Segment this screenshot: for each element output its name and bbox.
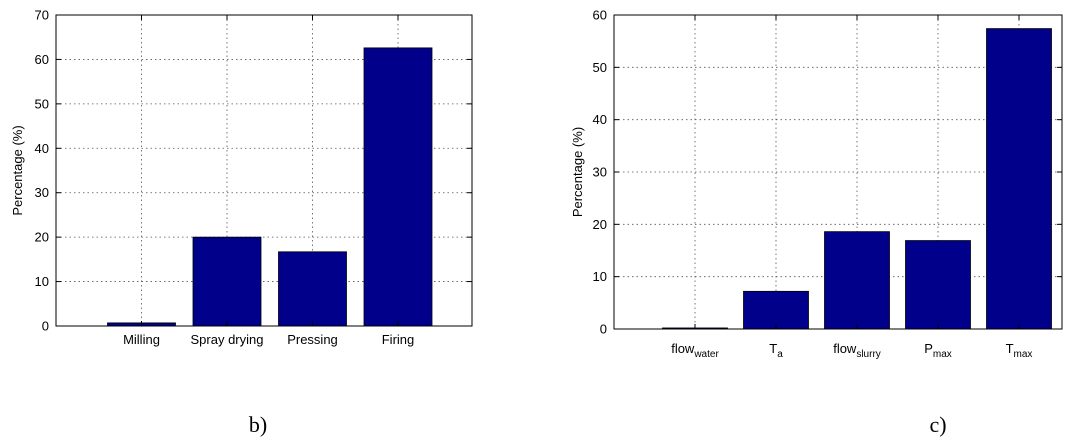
bar (363, 47, 433, 327)
y-tick-label: 10 (593, 269, 607, 284)
y-tick-label: 30 (593, 165, 607, 180)
y-tick-label: 50 (35, 96, 49, 111)
y-tick-label: 50 (593, 60, 607, 75)
x-tick-label: Spray drying (191, 332, 264, 347)
y-axis-label: Percentage (%) (570, 127, 585, 217)
chart-b: 0 10 20 30 40 50 60 70 Milling Spray drying Pressi… (10, 8, 473, 347)
x-tick-label: flowwater (671, 341, 719, 360)
x-tick-label: flowslurry (833, 341, 881, 360)
bar (986, 28, 1052, 330)
y-tick-label: 0 (42, 319, 49, 334)
y-axis-label: Percentage (%) (10, 125, 25, 215)
y-tick-label: 40 (593, 112, 607, 127)
y-tick-label: 20 (35, 230, 49, 245)
x-tick-label: Tmax (1006, 341, 1033, 360)
panel-label-b: b) (249, 412, 267, 437)
axes-frame (55, 14, 473, 327)
x-tick-label: Milling (123, 332, 160, 347)
y-tick-label: 30 (35, 185, 49, 200)
y-tick-label: 10 (35, 274, 49, 289)
y-tick-label: 0 (600, 322, 607, 337)
bar (278, 251, 347, 327)
panel-label-c: c) (929, 412, 946, 437)
bar (824, 231, 890, 330)
x-tick-label: Firing (382, 332, 415, 347)
x-tick-label: Ta (769, 341, 783, 360)
bar (192, 236, 262, 327)
y-tick-label: 40 (35, 141, 49, 156)
bar (743, 290, 809, 330)
x-tick-label: Pmax (924, 341, 952, 360)
y-tick-label: 70 (35, 8, 49, 23)
y-tick-label: 60 (593, 8, 607, 23)
x-tick-label: Pressing (287, 332, 338, 347)
y-tick-label: 20 (593, 217, 607, 232)
chart-c: 0 10 20 30 40 50 60 flowwater Ta flowslurry Pmax Tm… (570, 8, 1063, 360)
y-tick-label: 60 (35, 52, 49, 67)
bar (905, 240, 971, 330)
